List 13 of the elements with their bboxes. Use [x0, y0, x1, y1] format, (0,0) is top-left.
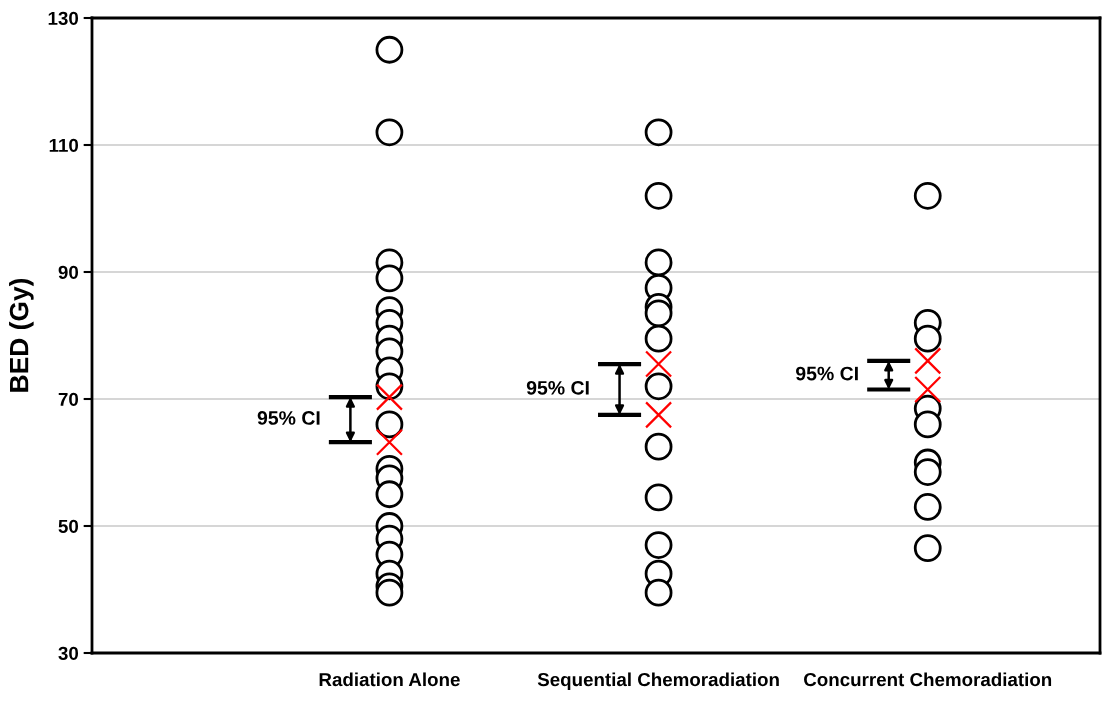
x-tick-label: Concurrent Chemoradiation [804, 672, 1052, 687]
y-tick-label: 70 [58, 392, 79, 406]
annotation: 95% CI [526, 380, 589, 395]
y-tick-label: 50 [58, 519, 79, 533]
y-tick-label: 130 [48, 11, 79, 25]
annotation: 95% CI [257, 411, 320, 425]
x-tick-label: Sequential Chemoradiation [537, 672, 779, 690]
y-axis-title: BED (Gy) [9, 278, 34, 392]
x-tick-label: Radiation Alone [319, 672, 460, 687]
y-tick-label: 90 [58, 265, 79, 279]
annotation: 95% CI [796, 366, 858, 381]
y-tick-label: 110 [49, 138, 79, 152]
y-tick-label: 30 [58, 646, 79, 660]
